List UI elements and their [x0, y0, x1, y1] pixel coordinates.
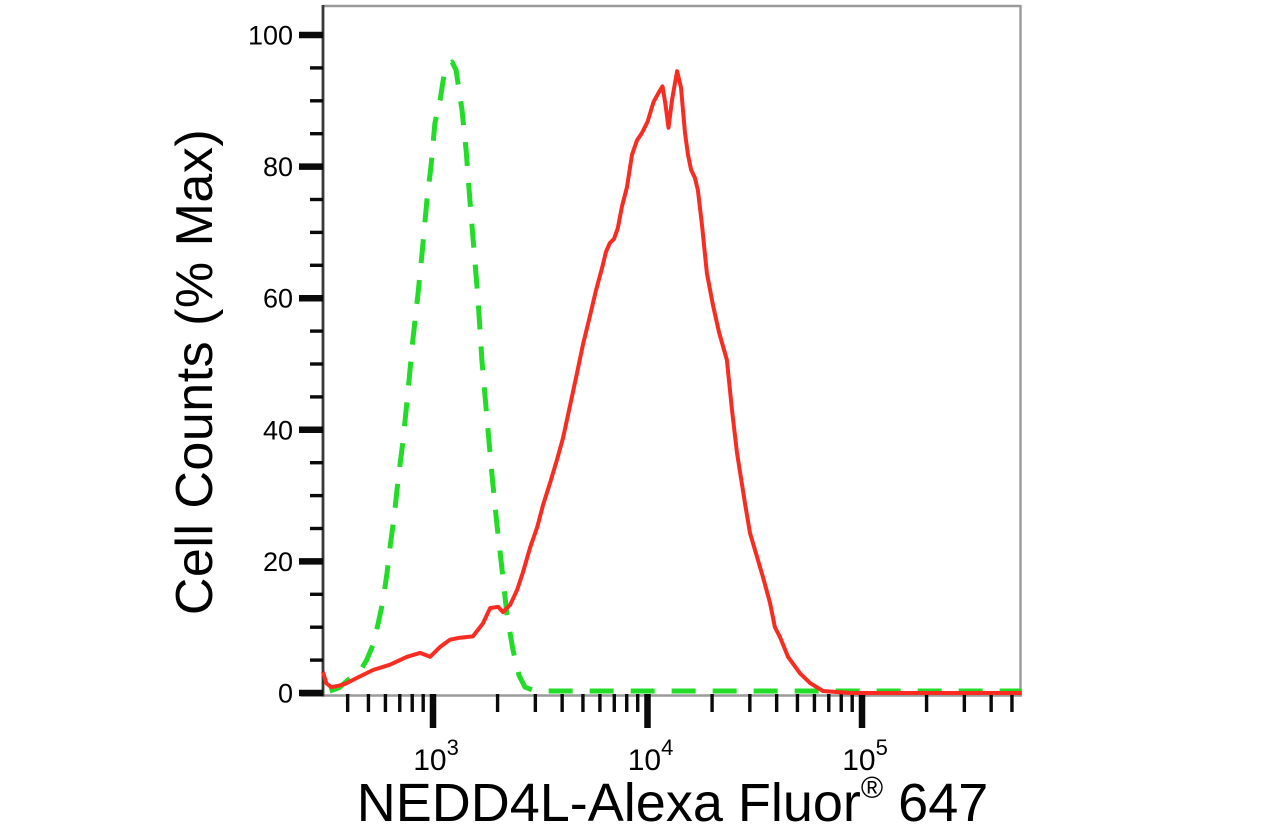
y-tick-label: 60	[263, 284, 293, 314]
x-axis-title-suffix: 647	[883, 773, 989, 833]
y-tick-label: 0	[278, 679, 293, 709]
y-tick-label: 100	[248, 21, 293, 51]
x-tick-label: 103	[413, 735, 459, 777]
x-axis-title: NEDD4L-Alexa Fluor® 647	[323, 772, 1022, 834]
x-axis-title-text: NEDD4L-Alexa Fluor	[356, 773, 861, 833]
y-tick-label: 80	[263, 152, 293, 182]
x-tick-label: 105	[842, 735, 888, 777]
y-tick-label: 40	[263, 415, 293, 445]
green-dashed-control-curve	[328, 59, 1022, 694]
red-solid-stained-curve	[321, 69, 1022, 695]
y-tick-label: 20	[263, 547, 293, 577]
x-tick-label: 104	[628, 735, 674, 777]
registered-trademark-symbol: ®	[860, 772, 884, 806]
